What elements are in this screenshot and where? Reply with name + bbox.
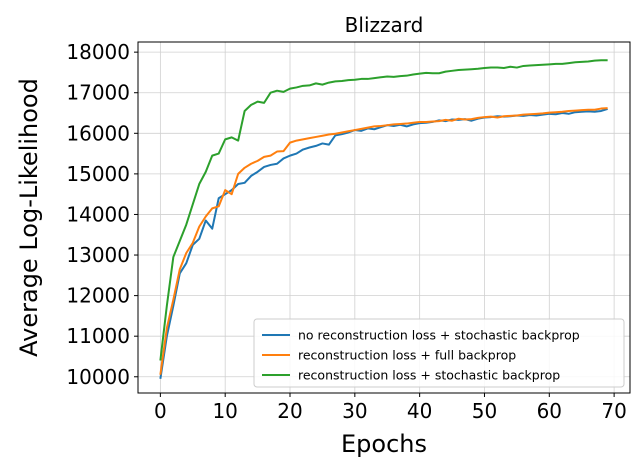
legend: no reconstruction loss + stochastic back… bbox=[253, 318, 625, 388]
y-tick-label: 14000 bbox=[66, 202, 130, 226]
series-line-2 bbox=[159, 107, 608, 375]
legend-label: reconstruction loss + stochastic backpro… bbox=[298, 368, 560, 383]
x-tick-label: 70 bbox=[601, 399, 626, 423]
legend-box bbox=[253, 318, 625, 388]
y-tick-label: 16000 bbox=[66, 121, 130, 145]
x-tick-label: 50 bbox=[472, 399, 497, 423]
y-tick-label: 17000 bbox=[66, 81, 130, 105]
series-line-3 bbox=[159, 59, 608, 361]
series-lines bbox=[159, 59, 608, 379]
x-tick-label: 30 bbox=[342, 399, 367, 423]
x-tick-label: 40 bbox=[407, 399, 432, 423]
axis-ticks: 0 10 20 30 40 50 60 70 10000 11000 12000 13000 14000… bbox=[66, 40, 626, 423]
legend-label: no reconstruction loss + stochastic back… bbox=[298, 328, 580, 343]
x-axis-label: Epochs bbox=[341, 430, 427, 458]
legend-label: reconstruction loss + full backprop bbox=[298, 348, 516, 363]
chart-title: Blizzard bbox=[345, 13, 424, 37]
plot-frame bbox=[137, 41, 631, 394]
y-axis-label: Average Log-Likelihood bbox=[15, 78, 43, 357]
grid bbox=[138, 42, 630, 393]
y-tick-label: 12000 bbox=[66, 284, 130, 308]
y-tick-label: 11000 bbox=[66, 324, 130, 348]
y-tick-label: 13000 bbox=[66, 243, 130, 267]
y-tick-label: 10000 bbox=[66, 365, 130, 389]
y-tick-label: 15000 bbox=[66, 162, 130, 186]
x-tick-label: 60 bbox=[537, 399, 562, 423]
y-tick-label: 18000 bbox=[66, 40, 130, 64]
x-tick-label: 10 bbox=[212, 399, 237, 423]
x-tick-label: 20 bbox=[277, 399, 302, 423]
x-tick-label: 0 bbox=[154, 399, 167, 423]
